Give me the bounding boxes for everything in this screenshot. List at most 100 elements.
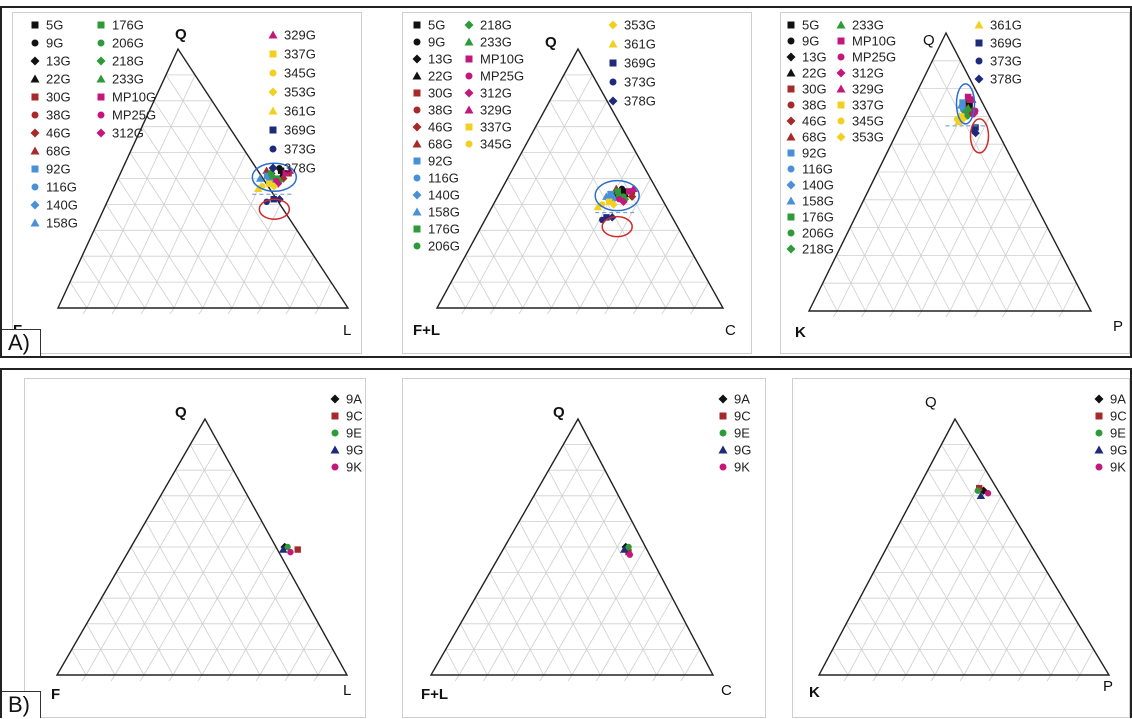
legend-marker-116G <box>413 174 421 182</box>
legend-marker-140G <box>412 190 422 200</box>
legend-marker-206G <box>787 229 795 237</box>
legend-marker-9E <box>719 429 727 437</box>
ternary-plot: Q F+L C 5G 9G 13G 22G 30G 38G 46G 68G 92G 116G 140G 15… <box>412 18 736 339</box>
legend-label-158G: 158G <box>46 216 78 231</box>
ternary-panel-qkp-b: Q K P 9A 9C 9E 9G 9K <box>792 378 1130 718</box>
legend-marker-9G <box>31 39 39 47</box>
legend-label-312G: 312G <box>852 66 884 81</box>
data-point-9G <box>620 545 629 553</box>
legend-label-218G: 218G <box>802 242 834 257</box>
legend-label-116G: 116G <box>46 180 77 195</box>
legend-marker-337G <box>837 101 845 109</box>
group-ellipse-blue <box>594 179 640 212</box>
legend-marker-345G <box>837 117 845 125</box>
legend-marker-361G <box>608 39 618 48</box>
legend-marker-13G <box>30 56 40 66</box>
ternary-panel-qkp-a: Q K P 5G 9G 13G 22G 30G 38G 46G 68G 92G 116G 140G 158G… <box>780 12 1130 354</box>
legend-marker-116G <box>787 165 795 173</box>
legend-label-373G: 373G <box>624 75 656 90</box>
ternary-triangle <box>435 47 725 309</box>
vertex-label-right: C <box>725 322 736 339</box>
ternary-triangle <box>55 417 349 676</box>
vertex-label-left: F+L <box>421 686 448 703</box>
legend-marker-92G <box>787 149 795 157</box>
legend-label-233G: 233G <box>112 72 144 87</box>
vertex-label-top: Q <box>545 34 557 51</box>
legend-label-176G: 176G <box>802 210 834 225</box>
legend-marker-9C <box>1095 412 1103 420</box>
legend-marker-337G <box>465 123 473 131</box>
legend: 5G9G13G22G30G38G46G68G92G116G140G158G176… <box>786 18 1022 257</box>
legend-label-369G: 369G <box>990 36 1022 51</box>
legend-label-9K: 9K <box>1110 460 1126 475</box>
legend-marker-378G <box>974 74 984 84</box>
data-point-176G <box>614 188 621 195</box>
legend-label-329G: 329G <box>852 82 884 97</box>
group-ellipse-red <box>258 198 291 220</box>
data-point-312G <box>619 197 628 207</box>
legend-marker-30G <box>787 85 795 93</box>
legend-label-337G: 337G <box>284 47 316 62</box>
legend-label-38G: 38G <box>428 103 453 118</box>
legend-marker-373G <box>975 57 983 65</box>
ternary-panel-qflc-b: Q F+L C 9A 9C 9E 9G 9K <box>402 378 766 718</box>
data-point-92G <box>959 99 966 106</box>
legend-label-353G: 353G <box>624 18 656 33</box>
legend-label-MP10G: MP10G <box>112 90 156 105</box>
legend-label-92G: 92G <box>46 162 71 177</box>
legend-label-9A: 9A <box>734 392 750 407</box>
legend-marker-9G <box>330 445 340 454</box>
legend: 9A 9C 9E 9G 9K <box>718 392 751 475</box>
legend-label-9G: 9G <box>1110 443 1127 458</box>
legend-marker-9E <box>1095 429 1103 437</box>
legend-marker-92G <box>413 157 421 165</box>
data-point-337G <box>266 180 273 187</box>
legend-marker-369G <box>975 39 983 47</box>
legend-marker-38G <box>413 106 421 114</box>
legend-marker-329G <box>464 105 474 114</box>
ternary-panel-qfl-b: Q F L 9A 9C 9E 9G 9K <box>24 378 366 718</box>
legend-label-13G: 13G <box>46 54 71 69</box>
legend-label-38G: 38G <box>802 98 827 113</box>
legend-marker-373G <box>609 78 617 86</box>
data-points <box>974 484 992 499</box>
legend-marker-38G <box>31 111 39 119</box>
legend-label-9A: 9A <box>1110 392 1126 407</box>
legend-label-13G: 13G <box>428 52 453 67</box>
legend-marker-9K <box>331 463 339 471</box>
legend-marker-116G <box>31 183 39 191</box>
legend-marker-30G <box>31 93 39 101</box>
legend-marker-158G <box>786 196 796 205</box>
legend-label-9C: 9C <box>734 409 751 424</box>
legend-marker-140G <box>30 200 40 210</box>
legend-marker-206G <box>413 242 421 250</box>
data-point-9K <box>984 490 992 497</box>
legend-label-MP10G: MP10G <box>480 52 524 67</box>
data-point-233G <box>964 103 973 112</box>
legend-label-68G: 68G <box>428 137 453 152</box>
legend-marker-233G <box>464 37 474 46</box>
data-point-233G <box>268 171 278 180</box>
legend-label-312G: 312G <box>112 126 144 141</box>
vertex-label-top: Q <box>175 26 187 43</box>
legend-label-353G: 353G <box>284 85 316 100</box>
legend-marker-9C <box>719 412 727 420</box>
legend-marker-378G <box>608 96 618 106</box>
legend-marker-329G <box>836 84 846 93</box>
legend-marker-9G <box>413 38 421 46</box>
legend-marker-MP25G <box>837 53 845 61</box>
legend-marker-361G <box>974 20 984 29</box>
ternary-plot: Q K P 9A 9C 9E 9G 9K <box>809 392 1127 702</box>
legend-marker-9G <box>1094 445 1104 454</box>
vertex-label-right: P <box>1113 318 1123 335</box>
data-point-176G <box>268 170 275 177</box>
data-points <box>279 542 301 556</box>
legend-marker-233G <box>836 20 846 29</box>
ternary-grid <box>445 444 700 682</box>
legend-label-206G: 206G <box>112 36 144 51</box>
legend-label-373G: 373G <box>990 54 1022 69</box>
ternary-panel-qflc-a: Q F+L C 5G 9G 13G 22G 30G 38G 46G 68G 92G 116G 140G 15… <box>402 12 752 354</box>
ternary-plot: Q F+L C 9A 9C 9E 9G 9K <box>421 392 751 704</box>
group-ellipse-red <box>969 118 990 154</box>
ternary-grid <box>450 74 709 315</box>
